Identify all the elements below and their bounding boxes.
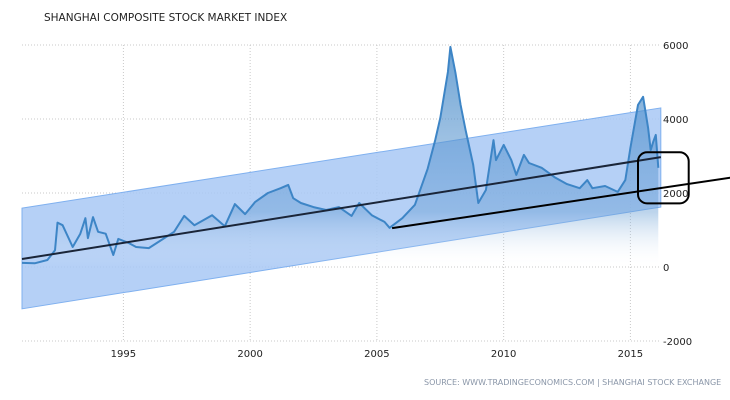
support-line — [391, 176, 730, 230]
series-line — [21, 45, 660, 265]
trend-line — [21, 156, 661, 261]
y-tick-label: 2000 — [663, 189, 688, 200]
x-tick-label: 2000 — [237, 349, 262, 360]
x-tick-label: 2015 — [618, 349, 643, 360]
x-tick-label: 2005 — [364, 349, 389, 360]
x-tick-label: 1995 — [111, 349, 136, 360]
y-tick-label: 4000 — [663, 115, 688, 126]
chart-title: SHANGHAI COMPOSITE STOCK MARKET INDEX — [44, 12, 288, 24]
y-tick-label: -2000 — [663, 337, 692, 348]
x-tick-label: 2010 — [491, 349, 516, 360]
source-note: SOURCE: WWW.TRADINGECONOMICS.COM | SHANG… — [424, 378, 722, 387]
y-tick-label: 6000 — [663, 41, 688, 52]
highlight-box — [637, 151, 690, 205]
y-tick-label: 0 — [663, 263, 669, 274]
